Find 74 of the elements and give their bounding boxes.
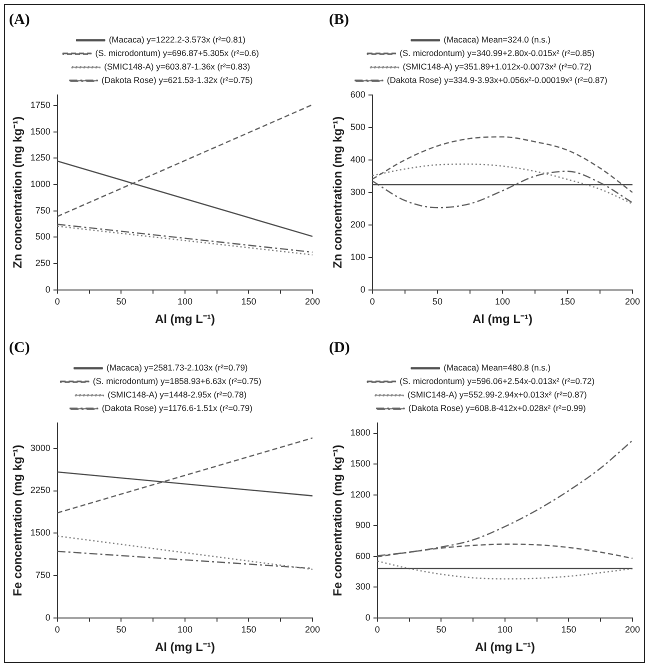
legend-label: (Macaca) Mean=480.8 (n.s.) bbox=[444, 362, 551, 373]
x-axis-title: Al (mg L⁻¹) bbox=[472, 312, 532, 326]
chart-title: (D) bbox=[329, 340, 350, 356]
y-tick-label: 1500 bbox=[30, 528, 50, 538]
legend-label: (S. microdontum) y=696.87+5.305x (r²=0.6) bbox=[95, 48, 260, 58]
y-tick-label: 750 bbox=[35, 570, 50, 580]
y-tick-label: 3000 bbox=[30, 442, 50, 453]
legend-label: (Dakota Rose) y=608.8-412x+0.028x² (r²=0.99) bbox=[408, 403, 586, 414]
x-tick-label: 50 bbox=[432, 296, 442, 307]
y-tick-label: 750 bbox=[35, 205, 50, 216]
x-tick-label: 150 bbox=[241, 624, 256, 635]
chart-title: (A) bbox=[9, 12, 30, 28]
x-tick-label: 0 bbox=[54, 624, 60, 635]
y-tick-label: 0 bbox=[45, 284, 50, 294]
y-tick-label: 100 bbox=[350, 252, 366, 262]
legend-label: (S. microdontum) y=1858.93+6.63x (r²=0.75) bbox=[92, 376, 262, 386]
x-tick-label: 100 bbox=[497, 624, 512, 635]
chart-title: (B) bbox=[329, 12, 349, 28]
legend-label: (S. microdontum) y=596.06+2.54x-0.013x² (r²=0.72) bbox=[400, 376, 595, 386]
y-axis-title: Fe concentration (mg kg⁻¹) bbox=[330, 444, 345, 596]
y-tick-label: 1500 bbox=[30, 126, 50, 136]
legend-label: (SMIC148-A) y=552.99-2.94x+0.013x² (r²=0.87) bbox=[407, 390, 587, 400]
y-tick-label: 0 bbox=[365, 612, 370, 622]
x-axis-title: Al (mg L⁻¹) bbox=[154, 640, 215, 654]
y-tick-label: 200 bbox=[350, 219, 366, 230]
y-tick-label: 300 bbox=[350, 186, 366, 197]
y-tick-label: 0 bbox=[360, 284, 366, 294]
y-tick-label: 1000 bbox=[30, 178, 50, 189]
x-tick-label: 0 bbox=[374, 624, 380, 635]
y-tick-label: 500 bbox=[350, 122, 366, 132]
y-tick-label: 300 bbox=[355, 582, 370, 592]
legend-label: (SMIC148-A) y=603.87-1.36x (r²=0.83) bbox=[104, 62, 250, 72]
x-tick-label: 150 bbox=[241, 296, 256, 307]
x-tick-label: 100 bbox=[494, 296, 510, 307]
x-axis-title: Al (mg L⁻¹) bbox=[474, 640, 535, 654]
x-tick-label: 200 bbox=[624, 624, 640, 635]
legend-label: (Dakota Rose) y=621.53-1.32x (r²=0.75) bbox=[102, 75, 253, 86]
y-tick-label: 1750 bbox=[30, 100, 50, 110]
y-tick-label: 0 bbox=[45, 612, 50, 622]
x-tick-label: 150 bbox=[560, 296, 575, 307]
legend-label: (Macaca) Mean=324.0 (n.s.) bbox=[444, 34, 551, 45]
y-tick-label: 1800 bbox=[350, 428, 370, 438]
x-tick-label: 100 bbox=[177, 624, 192, 635]
y-tick-label: 600 bbox=[355, 550, 370, 561]
x-tick-label: 150 bbox=[561, 624, 576, 635]
y-tick-label: 500 bbox=[35, 232, 50, 242]
legend-label: (Macaca) y=2581.73-2.103x (r²=0.79) bbox=[106, 362, 248, 373]
x-tick-label: 0 bbox=[54, 296, 60, 307]
x-tick-label: 200 bbox=[304, 624, 320, 635]
x-tick-label: 100 bbox=[177, 296, 192, 307]
y-tick-label: 600 bbox=[350, 89, 366, 100]
y-tick-label: 900 bbox=[355, 520, 370, 530]
chart-title: (C) bbox=[9, 340, 30, 356]
x-axis-title: Al (mg L⁻¹) bbox=[154, 312, 215, 326]
legend-label: (SMIC148-A) y=1448-2.95x (r²=0.78) bbox=[108, 390, 247, 400]
legend-label: (Dakota Rose) y=1176.6-1.51x (r²=0.79) bbox=[102, 403, 253, 414]
x-tick-label: 50 bbox=[436, 624, 446, 635]
x-tick-label: 200 bbox=[304, 296, 320, 307]
x-tick-label: 50 bbox=[116, 624, 126, 635]
legend-label: (S. microdontum) y=340.99+2.80x-0.015x² (r²=0.85) bbox=[400, 48, 595, 58]
y-tick-label: 400 bbox=[350, 154, 366, 164]
x-tick-label: 50 bbox=[116, 296, 126, 307]
legend-label: (Macaca) y=1222.2-3.573x (r²=0.81) bbox=[108, 34, 246, 45]
y-axis-title: Zn concentration (mg kg⁻¹) bbox=[10, 116, 25, 268]
legend-label: (SMIC148-A) y=351.89+1.012x-0.0073x² (r²=0.72) bbox=[402, 62, 592, 72]
y-tick-label: 1250 bbox=[30, 152, 50, 163]
legend-label: (Dakota Rose) y=334.9-3.93x+0.056x²-0.00019x³ (r²=0.87) bbox=[386, 75, 608, 86]
y-tick-label: 1200 bbox=[350, 489, 370, 500]
y-tick-label: 2250 bbox=[30, 485, 50, 496]
y-axis-title: Fe concentration (mg kg⁻¹) bbox=[10, 444, 25, 596]
y-tick-label: 250 bbox=[35, 258, 50, 268]
y-axis-title: Zn concentration (mg kg⁻¹) bbox=[330, 116, 345, 268]
x-tick-label: 200 bbox=[624, 296, 640, 307]
y-tick-label: 1500 bbox=[350, 458, 370, 468]
